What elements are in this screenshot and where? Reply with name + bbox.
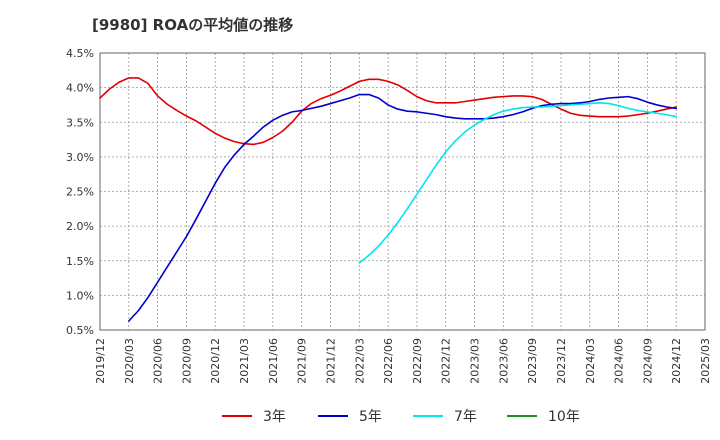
x-tick-label: 2019/12	[94, 338, 107, 384]
y-tick-label: 0.5%	[66, 324, 94, 337]
x-tick-label: 2022/06	[382, 338, 395, 384]
y-tick-label: 1.5%	[66, 255, 94, 268]
x-tick-label: 2024/09	[641, 338, 654, 384]
y-tick-label: 1.0%	[66, 289, 94, 302]
grid	[99, 52, 706, 331]
x-tick-label: 2025/03	[699, 338, 712, 384]
x-tick-label: 2020/09	[180, 338, 193, 384]
y-tick-label: 3.0%	[66, 151, 94, 164]
y-tick-label: 4.5%	[66, 47, 94, 60]
y-tick-label: 3.5%	[66, 116, 94, 129]
x-tick-label: 2020/06	[152, 338, 165, 384]
y-tick-label: 4.0%	[66, 82, 94, 95]
plot-frame	[99, 52, 706, 331]
x-tick-label: 2024/12	[670, 338, 683, 384]
series-line-2	[128, 93, 677, 322]
x-tick-label: 2023/03	[469, 338, 482, 384]
axes: 4.5% 4.0% 3.5% 3.0% 2.5% 2.0% 1.5% 1.0% 0.5%2019…	[66, 47, 712, 384]
series-line-1	[99, 77, 677, 146]
y-tick-label: 2.0%	[66, 220, 94, 233]
x-tick-label: 2024/03	[584, 338, 597, 384]
y-tick-label: 2.5%	[66, 186, 94, 199]
x-tick-label: 2020/03	[123, 338, 136, 384]
series-line-3	[358, 102, 677, 264]
x-tick-label: 2022/09	[411, 338, 424, 384]
x-tick-label: 2022/03	[353, 338, 366, 384]
x-tick-label: 2023/12	[555, 338, 568, 384]
x-tick-label: 2022/12	[440, 338, 453, 384]
x-tick-label: 2020/12	[209, 338, 222, 384]
x-tick-label: 2023/06	[497, 338, 510, 384]
legend-label: 10年	[548, 409, 580, 425]
x-tick-label: 2021/03	[238, 338, 251, 384]
legend: 3年 5年 7年 10年	[222, 409, 580, 425]
chart-title: [9980] ROAの平均値の推移	[92, 16, 294, 34]
x-tick-label: 2023/09	[526, 338, 539, 384]
legend-label: 3年	[263, 409, 286, 425]
legend-label: 7年	[454, 409, 477, 425]
x-tick-label: 2024/06	[613, 338, 626, 384]
series-lines	[99, 77, 677, 322]
x-tick-label: 2021/06	[267, 338, 280, 384]
x-tick-label: 2021/09	[296, 338, 309, 384]
legend-label: 5年	[359, 409, 382, 425]
x-tick-label: 2021/12	[324, 338, 337, 384]
